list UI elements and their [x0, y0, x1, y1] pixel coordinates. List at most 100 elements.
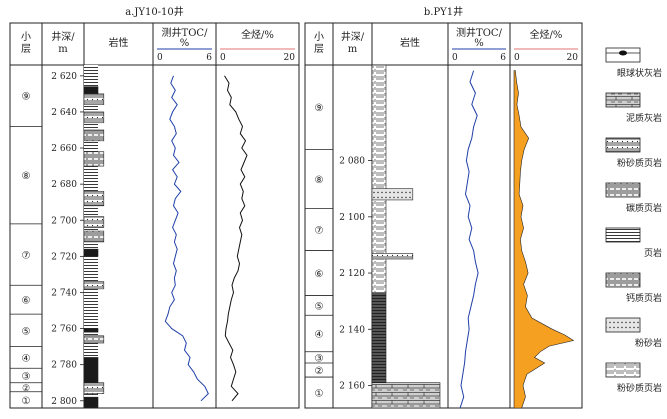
- layer-label: ②: [315, 366, 324, 377]
- column-header-depth-unit: m: [348, 44, 358, 55]
- lithology-bed: [83, 86, 99, 95]
- lithology-bed: [371, 292, 387, 383]
- column-header-layer-2: 层: [21, 43, 31, 55]
- column-header-toc-unit: %: [474, 38, 484, 49]
- lithology-bed: [83, 248, 99, 257]
- column-header-hc: 全烃/%: [241, 28, 274, 41]
- panel-frame: [9, 22, 300, 409]
- layer-label: ⑧: [22, 171, 31, 182]
- legend-label: 钙质页岩: [626, 292, 662, 304]
- column-header-layer-2: 层: [314, 43, 324, 55]
- layer-label: ⑦: [315, 225, 324, 236]
- legend-label: 粉砂质页岩: [617, 157, 662, 169]
- legend-swatch: [605, 317, 641, 333]
- lithology-bed: [83, 357, 99, 384]
- legend-label: 碳质页岩: [626, 202, 662, 214]
- panel-title: b.PY1井: [424, 5, 463, 18]
- toc-scale-min: 0: [452, 53, 458, 63]
- legend-label: 页岩: [644, 247, 662, 259]
- toc-scale-min: 0: [157, 53, 163, 63]
- lithology-bed: [83, 335, 105, 344]
- depth-tick-label: 2 740: [51, 288, 77, 298]
- panel-frame: [304, 22, 583, 409]
- lithology-bed: [83, 111, 105, 124]
- depth-tick-label: 2 120: [339, 269, 365, 279]
- depth-tick-label: 2 140: [339, 325, 365, 335]
- layer-label: ⑨: [315, 103, 324, 114]
- layer-label: ③: [315, 353, 324, 364]
- hc-scale-min: 0: [220, 53, 226, 63]
- legend-swatch: [605, 227, 641, 243]
- depth-tick-label: 2 780: [51, 361, 77, 371]
- depth-tick-label: 2 680: [51, 180, 77, 190]
- hc-scale-max: 20: [567, 53, 579, 63]
- layer-label: ②: [22, 384, 30, 394]
- lithology-bed: [371, 253, 414, 260]
- hc-scale-min: 0: [514, 53, 520, 63]
- depth-tick-label: 2 640: [51, 108, 77, 118]
- layer-label: ③: [22, 372, 31, 383]
- legend-label: 粉砂岩: [635, 337, 662, 349]
- layer-label: ④: [315, 329, 324, 340]
- legend-label: 泥质灰岩: [626, 112, 662, 124]
- lithology-bed: [83, 230, 105, 243]
- legend-swatch: [605, 272, 641, 288]
- legend-swatch: [605, 362, 641, 378]
- depth-tick-label: 2 620: [51, 72, 77, 82]
- panel-title: a.JY10-10井: [125, 5, 184, 18]
- column-header-toc: 测井TOC/: [456, 26, 503, 39]
- layer-label: ⑦: [22, 251, 31, 262]
- legend-label: 眼球状灰岩: [617, 67, 662, 79]
- legend-swatch: [605, 137, 641, 153]
- column-header-depth: 井深/: [341, 30, 365, 43]
- lithology-bed: [83, 382, 105, 394]
- toc-curve: [164, 75, 209, 402]
- layer-label: ⑥: [22, 296, 31, 307]
- column-header-lithology: 岩性: [400, 36, 420, 49]
- column-header-depth-unit: m: [58, 44, 68, 55]
- layer-label: ⑧: [315, 175, 324, 186]
- column-header-toc-unit: %: [180, 38, 190, 49]
- depth-tick-label: 2 660: [51, 144, 77, 154]
- hc-curve: [224, 75, 248, 402]
- lithology-bed: [83, 281, 105, 290]
- column-header-layer: 小: [21, 31, 31, 43]
- layer-label: ⑨: [22, 92, 31, 103]
- toc-scale-max: 6: [500, 53, 506, 63]
- layer-label: ①: [22, 396, 31, 407]
- legend-swatch: [605, 182, 641, 198]
- legend-label: 粉砂质页岩: [617, 382, 662, 394]
- depth-tick-label: 2 100: [339, 213, 365, 223]
- column-header-toc: 测井TOC/: [162, 26, 209, 39]
- toc-curve: [459, 70, 479, 409]
- depth-tick-label: 2 760: [51, 325, 77, 335]
- column-header-hc: 全烃/%: [530, 28, 563, 41]
- hc-scale-max: 20: [284, 53, 296, 63]
- lithology-bed: [83, 93, 105, 106]
- legend-swatch-eye: [619, 50, 627, 56]
- depth-tick-label: 2 700: [51, 216, 77, 226]
- legend-swatch: [605, 92, 641, 108]
- depth-tick-label: 2 160: [339, 382, 365, 392]
- lithology-bed: [371, 188, 414, 201]
- column-header-lithology: 岩性: [109, 36, 129, 49]
- toc-scale-max: 6: [206, 53, 212, 63]
- lithology-bed: [83, 328, 99, 333]
- hc-area: [513, 70, 575, 409]
- layer-label: ④: [22, 353, 31, 364]
- lithology-bed: [83, 216, 105, 228]
- lithology-bed: [371, 382, 441, 409]
- depth-tick-label: 2 720: [51, 252, 77, 262]
- layer-label: ⑤: [22, 326, 31, 337]
- lithology-bed: [83, 396, 99, 409]
- column-header-layer: 小: [314, 31, 324, 43]
- lithology-bed: [83, 151, 105, 167]
- layer-label: ⑥: [315, 269, 324, 280]
- lithology-bed: [83, 129, 105, 142]
- layer-label: ⑤: [315, 301, 324, 312]
- depth-tick-label: 2 080: [339, 157, 365, 167]
